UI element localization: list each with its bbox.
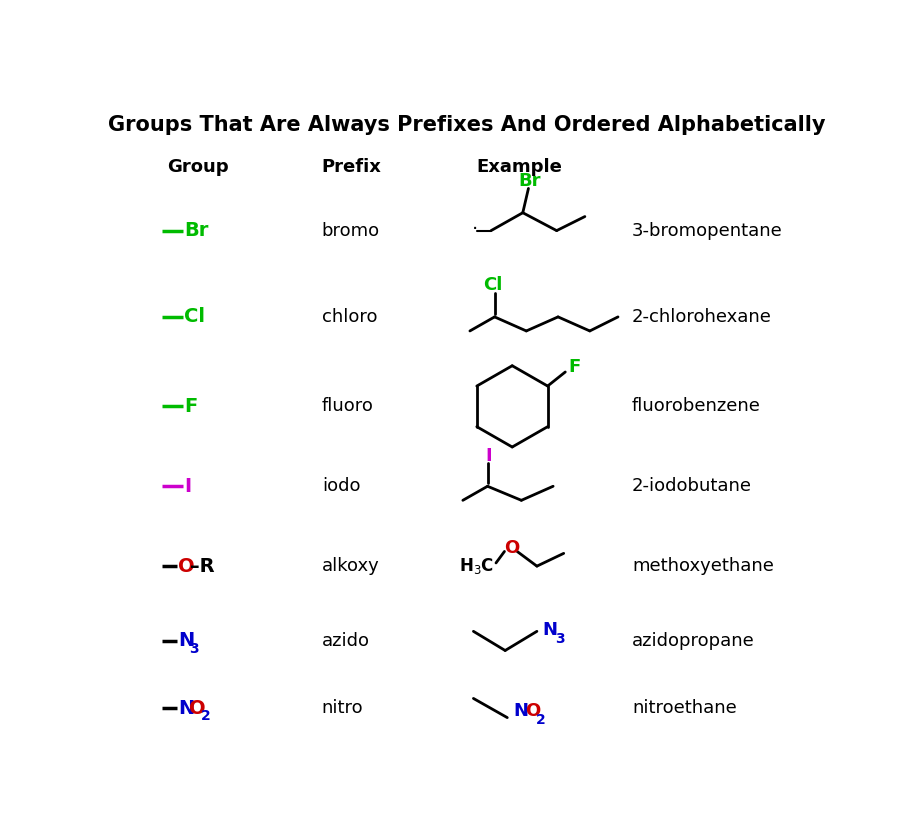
Text: Cl: Cl [184, 307, 206, 326]
Text: azido: azido [322, 632, 369, 650]
Text: 2-iodobutane: 2-iodobutane [632, 477, 752, 496]
Text: nitroethane: nitroethane [632, 699, 737, 717]
Text: O: O [178, 557, 195, 576]
Text: Br: Br [184, 221, 208, 240]
Text: Prefix: Prefix [322, 158, 381, 176]
Text: alkoxy: alkoxy [322, 557, 379, 575]
Text: bromo: bromo [322, 222, 379, 240]
Text: N: N [542, 621, 558, 639]
Text: azidopropane: azidopropane [632, 632, 755, 650]
Text: I: I [486, 447, 492, 465]
Text: O: O [189, 699, 206, 717]
Text: 3: 3 [189, 642, 199, 657]
Text: N: N [178, 632, 194, 651]
Text: F: F [184, 397, 197, 416]
Text: N: N [513, 702, 528, 720]
Text: 3: 3 [555, 632, 565, 646]
Text: –R: –R [190, 557, 215, 576]
Text: fluoro: fluoro [322, 398, 374, 415]
Text: O: O [525, 702, 541, 720]
Text: 2: 2 [536, 712, 546, 726]
Text: Example: Example [476, 158, 562, 176]
Text: Groups That Are Always Prefixes And Ordered Alphabetically: Groups That Are Always Prefixes And Orde… [107, 115, 825, 135]
Text: F: F [569, 358, 581, 376]
Text: iodo: iodo [322, 477, 360, 496]
Text: Br: Br [519, 172, 541, 190]
Text: O: O [504, 540, 520, 557]
Text: 2: 2 [200, 710, 210, 723]
Text: Cl: Cl [483, 276, 503, 294]
Text: chloro: chloro [322, 308, 378, 326]
Text: H$_3$C: H$_3$C [460, 556, 494, 576]
Text: nitro: nitro [322, 699, 363, 717]
Text: fluorobenzene: fluorobenzene [632, 398, 761, 415]
Text: Group: Group [167, 158, 228, 176]
Text: 3-bromopentane: 3-bromopentane [632, 222, 783, 240]
Text: N: N [178, 699, 194, 717]
Text: ·: · [471, 220, 478, 239]
Text: 2-chlorohexane: 2-chlorohexane [632, 308, 772, 326]
Text: methoxyethane: methoxyethane [632, 557, 774, 575]
Text: I: I [184, 476, 191, 496]
